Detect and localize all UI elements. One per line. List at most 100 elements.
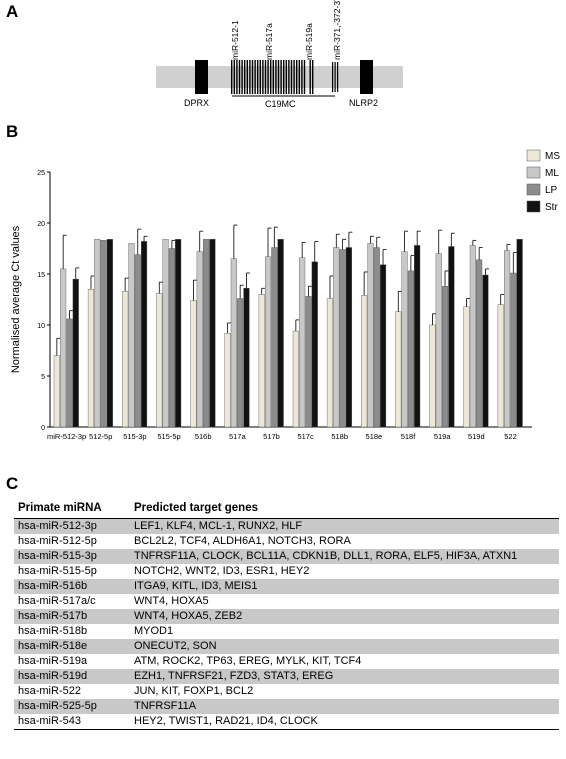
targets-cell: MYOD1: [134, 625, 174, 637]
mirna-cell: hsa-miR-522: [18, 685, 81, 697]
bar-lp: [100, 240, 107, 428]
header-primate-mirna: Primate miRNA: [14, 500, 130, 519]
bar-ml: [333, 247, 340, 428]
bar-str: [311, 261, 318, 428]
gene-label-c19mc: C19MC: [265, 99, 296, 109]
mirna-gene-line: [334, 62, 336, 92]
cluster-label-mir371: miR-371,-372-373: [332, 0, 342, 60]
mirna-cell: hsa-miR-515-3p: [14, 549, 130, 564]
bar-ms: [190, 300, 197, 428]
bar-lp: [237, 298, 244, 428]
bar-lp: [202, 239, 210, 428]
mirna-gene-line: [293, 60, 295, 94]
x-tick-label: 519a: [434, 432, 452, 441]
y-tick-label: 10: [37, 323, 45, 330]
genome-map: DPRX C19MC NLRP2 miR-512-1 miR-517a miR-…: [156, 0, 403, 109]
mirna-gene-line: [272, 60, 274, 94]
panel-a-label: A: [6, 2, 19, 21]
bar-str: [72, 278, 79, 428]
mirna-gene-line: [332, 62, 334, 92]
bar-str: [516, 239, 523, 428]
mirna-cell: hsa-miR-512-3p: [14, 518, 130, 534]
bar-str: [106, 239, 113, 428]
target-genes-table-wrap: Primate miRNA Predicted target genes hsa…: [14, 500, 559, 730]
targets-cell: JUN, KIT, FOXP1, BCL2: [134, 685, 254, 697]
table-row: hsa-miR-515-5p NOTCH2, WNT2, ID3, ESR1, H…: [14, 564, 559, 579]
bar-str: [209, 239, 216, 428]
table-row: hsa-miR-519d EZH1, TNFRSF21, FZD3, STAT3,…: [14, 669, 559, 684]
bar-ms: [497, 304, 504, 428]
bar-str: [243, 288, 250, 428]
targets-cell: ATM, ROCK2, TP63, EREG, MYLK, KIT, TCF4: [134, 655, 362, 667]
x-tick-label: 517a: [229, 432, 247, 441]
panel-b-label: B: [6, 122, 19, 141]
mirna-gene-line: [290, 60, 293, 94]
header-predicted-targets: Predicted target genes: [130, 500, 559, 519]
mirna-cell: hsa-miR-519d: [14, 669, 130, 684]
bar-ml: [94, 239, 101, 428]
table-row: hsa-miR-525-5p TNFRSF11A: [14, 699, 559, 714]
mirna-gene-line: [236, 60, 238, 94]
mirna-gene-line: [257, 60, 259, 94]
bar-lp: [134, 254, 141, 428]
dprx-block: [195, 60, 208, 94]
x-tick-label: 517b: [263, 432, 280, 441]
bar-lp: [271, 247, 278, 428]
nlrp2-block: [360, 60, 373, 94]
y-axis-label: Normalised average Ct values: [10, 225, 22, 373]
cluster-label-mir512-1: miR-512-1: [230, 20, 240, 60]
bar-str: [414, 245, 421, 428]
bar-ms: [87, 289, 94, 428]
x-tick-label: 515-5p: [157, 432, 180, 441]
bar-ml: [299, 257, 306, 428]
mirna-gene-line: [270, 60, 272, 94]
mirna-cell: hsa-miR-515-5p: [18, 565, 97, 577]
table-row: hsa-miR-516b ITGA9, KITL, ID3, MEIS1: [14, 579, 559, 594]
bar-lp: [373, 247, 380, 428]
cluster-label-mir519a: miR-519a: [304, 23, 314, 60]
targets-cell: TNFRSF11A, CLOCK, BCL11A, CDKN1B, DLL1, …: [130, 549, 559, 564]
cluster-label-mir517a: miR-517a: [264, 23, 274, 60]
targets-cell: NOTCH2, WNT2, ID3, ESR1, HEY2: [134, 565, 310, 577]
y-tick-label: 25: [37, 170, 45, 177]
mirna-gene-line: [264, 60, 267, 94]
table-row: hsa-miR-518e ONECUT2, SON: [14, 639, 559, 654]
bar-ms: [122, 291, 129, 428]
targets-cell: HEY2, TWIST1, RAD21, ID4, CLOCK: [130, 714, 559, 730]
targets-cell: EZH1, TNFRSF21, FZD3, STAT3, EREG: [130, 669, 559, 684]
bar-ml: [128, 243, 135, 428]
bar-ml: [401, 251, 408, 428]
mirna-gene-line: [275, 60, 277, 94]
x-tick-label: 519d: [468, 432, 485, 441]
legend-label-str: Str: [545, 202, 558, 213]
bar-ml: [230, 258, 237, 428]
gene-label-dprx: DPRX: [184, 98, 209, 108]
mirna-gene-line: [231, 60, 233, 94]
bar-lp: [305, 296, 312, 428]
bar-str: [448, 246, 455, 428]
mirna-gene-line: [309, 60, 311, 94]
legend-swatch-str: [526, 200, 541, 213]
bar-lp: [339, 249, 346, 428]
legend-label-ms: MS: [545, 151, 560, 162]
mirna-gene-line: [277, 60, 280, 94]
table-row: hsa-miR-517b WNT4, HOXA5, ZEB2: [14, 609, 559, 624]
bar-lp: [510, 272, 517, 428]
mirna-gene-line: [285, 60, 287, 94]
table-body: hsa-miR-512-3p LEF1, KLF4, MCL-1, RUNX2, …: [14, 518, 559, 730]
chart-bars: miR-512-3p 512-5p 515-3p 515-5p 516b 517a 517b…: [47, 224, 523, 441]
legend-swatch-ms: [526, 149, 541, 162]
legend-swatch-lp: [526, 183, 541, 196]
bar-ms: [292, 330, 299, 428]
table-row: hsa-miR-519a ATM, ROCK2, TP63, EREG, MYLK…: [14, 654, 559, 669]
mirna-gene-line: [246, 60, 248, 94]
mirna-cell: hsa-miR-518e: [14, 639, 130, 654]
mirna-gene-line: [267, 60, 269, 94]
gene-label-nlrp2: NLRP2: [349, 98, 378, 108]
mirna-gene-line: [337, 62, 339, 92]
mirna-cell: hsa-miR-525-5p: [14, 699, 130, 714]
mirna-gene-line: [288, 60, 290, 94]
targets-cell: WNT4, HOXA5, ZEB2: [130, 609, 559, 624]
mirna-gene-line: [296, 60, 298, 94]
bar-ms: [361, 295, 368, 428]
